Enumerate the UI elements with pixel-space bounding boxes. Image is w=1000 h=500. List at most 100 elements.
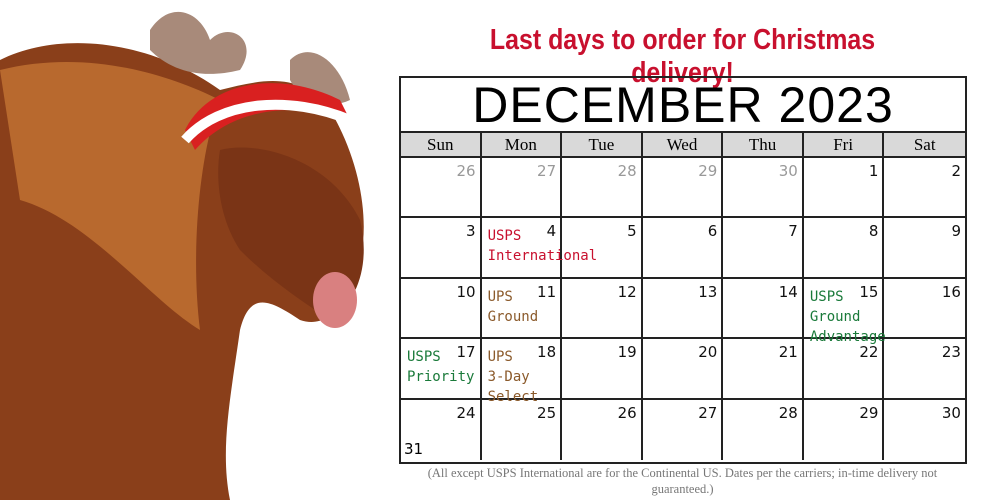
day-number: 30 (778, 162, 798, 180)
day-number: 3 (466, 222, 476, 241)
day-cell: 27 (643, 399, 724, 460)
day-number: 17 (456, 343, 476, 362)
day-number: 6 (707, 222, 718, 241)
calendar-grid: 26 27 28 29 30 1 2 3 4 USPS International 5 6 7 8 9 10 11… (401, 158, 965, 460)
day-cell: 18 UPS 3-Day Select (481, 339, 563, 405)
day-number: 19 (617, 343, 637, 362)
note-line: USPS (487, 228, 522, 245)
day-number: 5 (627, 222, 637, 241)
day-number: 15 (859, 282, 879, 301)
day-number: 28 (778, 403, 798, 422)
month-title: DECEMBER 2023 (401, 78, 965, 133)
weekday-header: Sun Mon Tue Wed Thu Fri Sat (401, 133, 965, 158)
horse-with-antlers-image (0, 11, 364, 500)
day-cell: 10 (401, 278, 482, 340)
note-line: Ground (487, 308, 539, 325)
day-number: 23 (941, 343, 961, 362)
day-cell: 12 (562, 278, 643, 340)
day-number: 27 (537, 162, 557, 180)
footnote: (All except USPS International are for t… (427, 466, 938, 496)
note-line: Advantage (809, 328, 886, 345)
day-cell: 23 (884, 339, 965, 400)
day-number: 14 (778, 282, 798, 301)
shipping-deadline-note: UPS Ground (488, 287, 539, 327)
day-cell: 22 (803, 339, 885, 400)
day-cell: 9 (884, 218, 965, 279)
day-number: 2 (951, 162, 961, 180)
day-cell: 11 UPS Ground (481, 278, 563, 340)
weekday-tue: Tue (562, 133, 643, 157)
day-cell: 30 (884, 400, 965, 460)
day-number: 10 (456, 282, 476, 301)
day-number: 16 (941, 282, 961, 301)
day-number: 24 (456, 403, 476, 422)
shipping-deadline-note: USPS International (488, 226, 598, 266)
day-cell: 29 (804, 399, 885, 460)
day-number: 20 (698, 343, 718, 362)
note-line: UPS (487, 288, 513, 305)
day-cell: 28 (562, 158, 643, 219)
note-line: UPS (487, 349, 513, 366)
weekday-sun: Sun (401, 133, 482, 157)
day-cell: 25 (482, 399, 563, 460)
day-cell: 13 (642, 278, 724, 340)
day-number: 9 (951, 222, 961, 241)
day-cell: 29 (642, 158, 724, 219)
day-number: 8 (868, 222, 879, 241)
day-cell: 16 (884, 279, 965, 340)
day-number: 7 (788, 222, 798, 241)
day-number: 25 (537, 403, 557, 422)
note-line: Select (487, 389, 539, 406)
day-cell: 26 (401, 158, 482, 219)
day-cell: 14 (723, 278, 804, 340)
day-cell: 3 (401, 218, 482, 279)
day-number: 21 (778, 343, 798, 362)
day-cell: 1 (803, 158, 885, 219)
day-cell: 8 (803, 218, 885, 279)
day-number: 28 (617, 162, 637, 180)
day-number: 18 (537, 343, 557, 362)
day-number: 4 (546, 222, 557, 241)
day-cell: 7 (723, 218, 804, 279)
day-number: 12 (617, 282, 637, 301)
note-line: Priority (407, 369, 475, 386)
day-cell: 2 (884, 158, 965, 219)
day-number: 30 (941, 403, 961, 422)
headline: Last days to order for Christmas deliver… (489, 24, 876, 89)
day-number: 22 (859, 343, 879, 362)
shipping-deadline-note: USPS Ground Advantage (810, 287, 886, 347)
shipping-deadline-note: UPS 3-Day Select (488, 347, 539, 407)
day-cell: 6 (642, 218, 724, 279)
weekday-fri: Fri (804, 133, 885, 157)
day-number: 26 (617, 403, 637, 422)
note-line: USPS (407, 349, 441, 366)
day-cell: 27 (481, 158, 563, 219)
day-cell: 30 (723, 158, 804, 219)
day-number: 27 (698, 403, 718, 422)
day-number: 29 (859, 403, 879, 422)
shipping-deadline-note: USPS Priority (407, 347, 474, 387)
weekday-wed: Wed (643, 133, 724, 157)
weekday-thu: Thu (723, 133, 804, 157)
note-line: 3-Day (487, 369, 530, 386)
day-cell: 21 (723, 339, 804, 400)
day-cell: 17 USPS Priority (401, 339, 482, 400)
day-cell: 5 (562, 218, 643, 279)
day-number: 26 (456, 162, 476, 180)
december-calendar: DECEMBER 2023 Sun Mon Tue Wed Thu Fri Sat 26 27… (399, 76, 967, 464)
day-number: 29 (698, 162, 718, 180)
note-line: International (487, 248, 598, 265)
day-number: 13 (698, 282, 718, 301)
day-cell: 15 USPS Ground Advantage (803, 278, 886, 345)
note-line: Ground (809, 308, 861, 325)
weekday-sat: Sat (913, 135, 936, 154)
day-number: 1 (868, 162, 879, 180)
day-cell: 26 (562, 399, 643, 460)
day-cell: 20 (642, 339, 724, 400)
day-cell: 24 31 (401, 399, 482, 460)
day-cell: 28 (723, 399, 804, 460)
day-cell: 4 USPS International (481, 218, 597, 279)
day-cell: 19 (562, 339, 643, 400)
day-number: 11 (537, 282, 557, 301)
note-line: USPS (809, 288, 844, 305)
